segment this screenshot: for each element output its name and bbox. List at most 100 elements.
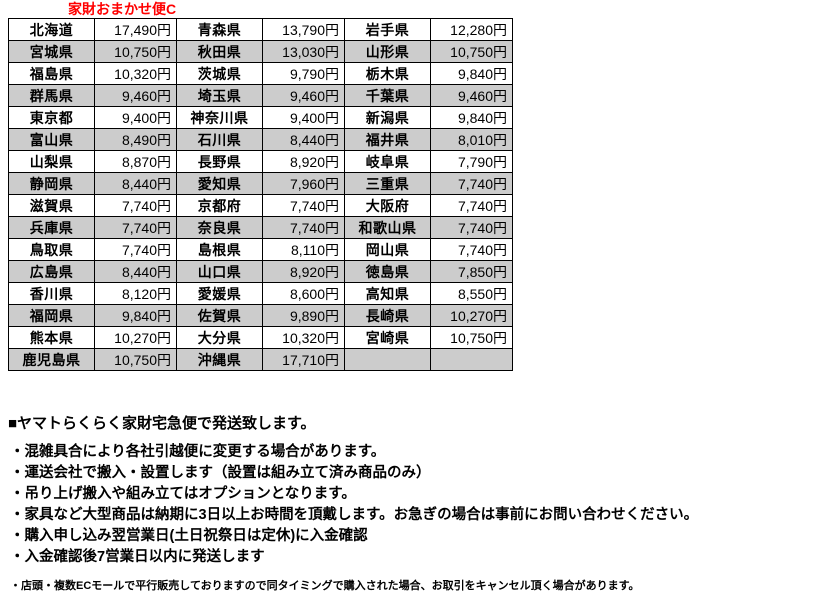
prefecture-name-cell: 奈良県 — [176, 216, 263, 239]
note-line: ・混雑具合により各社引越便に変更する場合があります。 — [10, 444, 386, 460]
shipping-price-cell: 9,840円 — [430, 106, 513, 129]
prefecture-name-cell: 宮崎県 — [344, 326, 431, 349]
shipping-price-cell — [430, 348, 513, 371]
table-row: 熊本県 10,270円 大分県 10,320円 宮崎県 10,750円 — [8, 326, 513, 349]
shipping-price-cell: 7,740円 — [94, 238, 177, 261]
prefecture-name-cell: 大分県 — [176, 326, 263, 349]
table-row: 兵庫県 7,740円 奈良県 7,740円 和歌山県 7,740円 — [8, 216, 513, 239]
shipping-price-cell: 17,490円 — [94, 18, 177, 41]
shipping-price-cell: 9,460円 — [94, 84, 177, 107]
shipping-price-cell: 9,460円 — [430, 84, 513, 107]
table-row: 北海道 17,490円 青森県 13,790円 岩手県 12,280円 — [8, 18, 513, 41]
shipping-price-cell: 8,120円 — [94, 282, 177, 305]
prefecture-name-cell: 石川県 — [176, 128, 263, 151]
prefecture-name-cell: 大阪府 — [344, 194, 431, 217]
shipping-price-cell: 8,440円 — [94, 260, 177, 283]
prefecture-name-cell: 長野県 — [176, 150, 263, 173]
prefecture-name-cell: 岩手県 — [344, 18, 431, 41]
prefecture-name-cell: 長崎県 — [344, 304, 431, 327]
shipping-price-cell: 7,740円 — [430, 172, 513, 195]
shipping-price-cell: 10,750円 — [430, 40, 513, 63]
table-row: 鹿児島県 10,750円 沖縄県 17,710円 — [8, 348, 513, 371]
note-line: ・運送会社で搬入・設置します（設置は組み立て済み商品のみ） — [10, 465, 431, 481]
table-row: 福島県 10,320円 茨城県 9,790円 栃木県 9,840円 — [8, 62, 513, 85]
shipping-price-cell: 10,750円 — [94, 348, 177, 371]
prefecture-name-cell: 岐阜県 — [344, 150, 431, 173]
prefecture-name-cell: 神奈川県 — [176, 106, 263, 129]
shipping-price-cell: 7,740円 — [430, 194, 513, 217]
table-row: 滋賀県 7,740円 京都府 7,740円 大阪府 7,740円 — [8, 194, 513, 217]
shipping-price-cell: 7,790円 — [430, 150, 513, 173]
note-line: ・家具など大型商品は納期に3日以上お時間を頂戴します。お急ぎの場合は事前にお問い… — [10, 507, 699, 523]
prefecture-name-cell: 宮城県 — [8, 40, 95, 63]
shipping-price-cell: 9,840円 — [430, 62, 513, 85]
shipping-price-cell: 7,740円 — [430, 238, 513, 261]
prefecture-name-cell: 東京都 — [8, 106, 95, 129]
shipping-price-cell: 8,490円 — [94, 128, 177, 151]
prefecture-name-cell: 埼玉県 — [176, 84, 263, 107]
table-row: 香川県 8,120円 愛媛県 8,600円 高知県 8,550円 — [8, 282, 513, 305]
shipping-price-cell: 7,960円 — [262, 172, 345, 195]
prefecture-name-cell: 三重県 — [344, 172, 431, 195]
shipping-price-cell: 7,740円 — [94, 194, 177, 217]
prefecture-name-cell: 和歌山県 — [344, 216, 431, 239]
prefecture-name-cell: 徳島県 — [344, 260, 431, 283]
shipping-price-cell: 9,400円 — [262, 106, 345, 129]
prefecture-name-cell: 滋賀県 — [8, 194, 95, 217]
prefecture-name-cell: 栃木県 — [344, 62, 431, 85]
shipping-price-cell: 10,270円 — [430, 304, 513, 327]
table-row: 群馬県 9,460円 埼玉県 9,460円 千葉県 9,460円 — [8, 84, 513, 107]
prefecture-name-cell: 熊本県 — [8, 326, 95, 349]
shipping-price-cell: 8,010円 — [430, 128, 513, 151]
page-title: 家財おまかせ便C — [68, 1, 177, 17]
shipping-price-cell: 7,740円 — [430, 216, 513, 239]
shipping-price-cell: 10,320円 — [262, 326, 345, 349]
shipping-price-cell: 10,320円 — [94, 62, 177, 85]
shipping-price-cell: 13,790円 — [262, 18, 345, 41]
prefecture-name-cell: 鳥取県 — [8, 238, 95, 261]
table-row: 山梨県 8,870円 長野県 8,920円 岐阜県 7,790円 — [8, 150, 513, 173]
prefecture-name-cell: 山口県 — [176, 260, 263, 283]
prefecture-name-cell: 福井県 — [344, 128, 431, 151]
shipping-price-cell: 8,870円 — [94, 150, 177, 173]
prefecture-name-cell: 山形県 — [344, 40, 431, 63]
prefecture-name-cell: 広島県 — [8, 260, 95, 283]
prefecture-name-cell: 京都府 — [176, 194, 263, 217]
shipping-price-cell: 9,460円 — [262, 84, 345, 107]
shipping-price-cell: 7,740円 — [262, 216, 345, 239]
prefecture-name-cell — [344, 348, 431, 371]
shipping-price-cell: 10,270円 — [94, 326, 177, 349]
prefecture-name-cell: 福島県 — [8, 62, 95, 85]
prefecture-name-cell: 富山県 — [8, 128, 95, 151]
prefecture-name-cell: 兵庫県 — [8, 216, 95, 239]
prefecture-name-cell: 千葉県 — [344, 84, 431, 107]
note-line: ・入金確認後7営業日以内に発送します — [10, 549, 265, 565]
prefecture-name-cell: 愛媛県 — [176, 282, 263, 305]
prefecture-name-cell: 群馬県 — [8, 84, 95, 107]
shipping-price-table: 北海道 17,490円 青森県 13,790円 岩手県 12,280円 宮城県 10,750円… — [8, 18, 513, 371]
shipping-price-cell: 8,920円 — [262, 260, 345, 283]
notes-heading: ■ヤマトらくらく家財宅急便で発送致します。 — [8, 415, 316, 432]
note-line: ・購入申し込み翌営業日(土日祝祭日は定休)に入金確認 — [10, 528, 368, 544]
shipping-price-cell: 8,920円 — [262, 150, 345, 173]
prefecture-name-cell: 沖縄県 — [176, 348, 263, 371]
shipping-price-cell: 12,280円 — [430, 18, 513, 41]
prefecture-name-cell: 茨城県 — [176, 62, 263, 85]
shipping-price-cell: 17,710円 — [262, 348, 345, 371]
prefecture-name-cell: 静岡県 — [8, 172, 95, 195]
prefecture-name-cell: 北海道 — [8, 18, 95, 41]
prefecture-name-cell: 秋田県 — [176, 40, 263, 63]
prefecture-name-cell: 岡山県 — [344, 238, 431, 261]
table-row: 福岡県 9,840円 佐賀県 9,890円 長崎県 10,270円 — [8, 304, 513, 327]
shipping-price-cell: 8,440円 — [262, 128, 345, 151]
prefecture-name-cell: 佐賀県 — [176, 304, 263, 327]
shipping-price-cell: 7,740円 — [94, 216, 177, 239]
table-row: 静岡県 8,440円 愛知県 7,960円 三重県 7,740円 — [8, 172, 513, 195]
prefecture-name-cell: 青森県 — [176, 18, 263, 41]
table-row: 東京都 9,400円 神奈川県 9,400円 新潟県 9,840円 — [8, 106, 513, 129]
shipping-price-cell: 10,750円 — [430, 326, 513, 349]
prefecture-name-cell: 新潟県 — [344, 106, 431, 129]
shipping-price-cell: 10,750円 — [94, 40, 177, 63]
shipping-price-cell: 7,740円 — [262, 194, 345, 217]
